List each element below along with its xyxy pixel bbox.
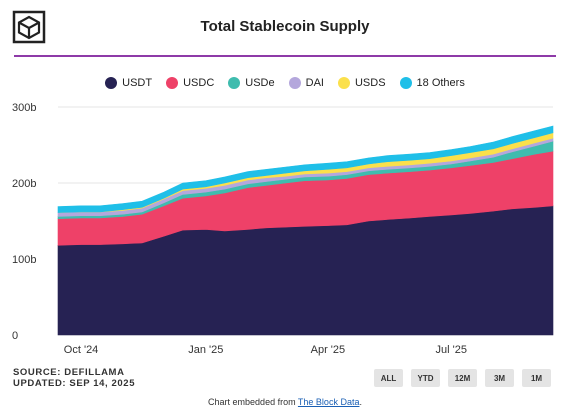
area-series-18-others [57, 125, 554, 213]
legend-item-dai[interactable]: DAI [288, 77, 324, 89]
legend-label: USDC [183, 77, 215, 89]
stacked-area-chart: 0 100b 200b 300b Oct '24 Jan '25 Apr '25 Jul '2… [12, 102, 554, 356]
embed-suffix: . [359, 397, 362, 407]
legend-item-usde[interactable]: USDe [228, 77, 275, 89]
legend-item-18-others[interactable]: 18 Others [399, 77, 465, 89]
x-tick-label: Oct '24 [64, 344, 99, 356]
embed-credit: Chart embedded from The Block Data. [0, 397, 570, 407]
y-tick-label: 100b [12, 254, 36, 266]
legend-swatch [337, 77, 350, 89]
source-label: SOURCE: DEFILLAMA [13, 367, 125, 378]
x-tick-label: Apr '25 [311, 344, 346, 356]
embed-prefix: Chart embedded from [208, 397, 298, 407]
legend-swatch [105, 77, 118, 89]
time-range-selector: ALL YTD 12M 3M 1M [374, 369, 551, 387]
legend-label: USDT [122, 77, 153, 89]
y-tick-label: 0 [12, 330, 18, 342]
the-block-data-link[interactable]: The Block Data [297, 397, 360, 407]
legend-label: 18 Others [416, 77, 465, 89]
legend-label: DAI [305, 77, 324, 89]
legend-swatch [166, 77, 179, 89]
legend-item-usds[interactable]: USDS [337, 77, 386, 89]
legend-swatch [228, 77, 241, 89]
range-button-3m[interactable]: 3M [485, 369, 514, 387]
legend-item-usdc[interactable]: USDC [166, 77, 214, 89]
legend-swatch [288, 77, 301, 89]
range-button-1m[interactable]: 1M [522, 369, 551, 387]
source-info: SOURCE: DEFILLAMA UPDATED: SEP 14, 2025 [13, 367, 135, 389]
legend-item-usdt[interactable]: USDT [105, 77, 152, 89]
range-button-all[interactable]: ALL [374, 369, 403, 387]
legend-label: USDe [245, 77, 275, 89]
x-tick-label: Jan '25 [188, 344, 223, 356]
chart-title: Total Stablecoin Supply [200, 18, 370, 35]
chart-header: Total Stablecoin Supply [0, 0, 570, 57]
x-tick-label: Jul '25 [436, 344, 467, 356]
y-tick-label: 300b [12, 102, 36, 114]
header-divider [14, 55, 556, 57]
range-button-12m[interactable]: 12M [448, 369, 477, 387]
legend-swatch [399, 77, 412, 89]
y-tick-label: 200b [12, 178, 36, 190]
chart-legend: USDT USDC USDe DAI USDS 18 Others [0, 74, 570, 92]
legend-label: USDS [354, 77, 386, 89]
range-button-ytd[interactable]: YTD [411, 369, 440, 387]
updated-label: UPDATED: SEP 14, 2025 [13, 378, 136, 389]
the-block-logo-icon [12, 10, 46, 44]
